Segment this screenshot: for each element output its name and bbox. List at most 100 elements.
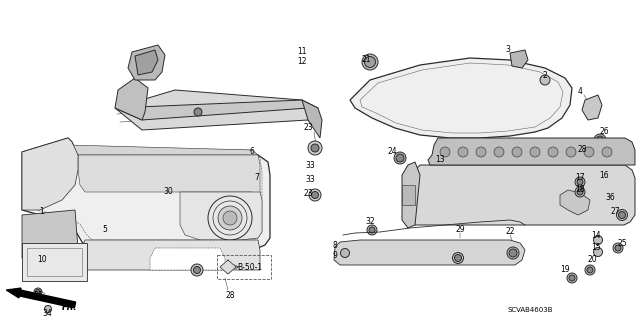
Text: 21: 21 [361,56,371,64]
Circle shape [440,147,450,157]
Circle shape [362,54,378,70]
Circle shape [369,227,375,233]
Circle shape [569,275,575,281]
Circle shape [35,290,40,294]
Polygon shape [402,162,420,228]
Circle shape [168,178,182,192]
Text: 27: 27 [610,207,620,217]
Text: 23: 23 [303,123,313,132]
Circle shape [311,144,319,152]
Text: 2: 2 [543,70,547,79]
Circle shape [584,147,594,157]
Polygon shape [350,58,572,138]
Text: 33: 33 [305,160,315,169]
Text: 11: 11 [297,48,307,56]
Circle shape [365,56,376,68]
Circle shape [45,306,51,313]
Text: 35: 35 [33,291,43,300]
Circle shape [312,191,319,198]
Polygon shape [115,100,308,120]
Circle shape [191,264,203,276]
Polygon shape [22,138,78,210]
Text: 4: 4 [577,87,582,97]
Circle shape [367,225,377,235]
Polygon shape [582,95,602,120]
Text: 10: 10 [37,256,47,264]
Text: B-50-1: B-50-1 [237,263,262,271]
Polygon shape [78,155,260,195]
Text: 18: 18 [575,186,585,195]
Circle shape [540,75,550,85]
Circle shape [452,253,463,263]
Text: 16: 16 [599,170,609,180]
Circle shape [585,265,595,275]
Text: 22: 22 [505,227,515,236]
Text: 28: 28 [577,145,587,154]
Circle shape [618,211,625,219]
Circle shape [458,147,468,157]
Bar [27,248,82,276]
Circle shape [602,147,612,157]
Polygon shape [402,185,415,205]
Circle shape [208,196,252,240]
Circle shape [394,152,406,164]
Circle shape [616,210,627,220]
Polygon shape [68,145,258,155]
Circle shape [454,255,461,262]
FancyArrow shape [6,288,76,308]
Circle shape [594,134,606,146]
Circle shape [615,245,621,251]
Text: 9: 9 [333,251,337,261]
Circle shape [573,148,587,162]
Text: 29: 29 [455,226,465,234]
Circle shape [396,154,404,162]
Text: 17: 17 [575,174,585,182]
Text: 36: 36 [605,194,615,203]
Polygon shape [510,50,528,68]
Polygon shape [334,240,525,265]
Text: 34: 34 [42,308,52,317]
Text: FR.: FR. [62,302,77,311]
Text: 13: 13 [435,155,445,165]
Circle shape [596,136,604,144]
Circle shape [593,248,602,256]
Circle shape [567,273,577,283]
Text: 19: 19 [560,265,570,275]
Polygon shape [82,240,260,270]
Text: 32: 32 [365,218,375,226]
Circle shape [494,147,504,157]
Circle shape [509,249,517,257]
Polygon shape [428,138,635,165]
Polygon shape [180,192,262,240]
Circle shape [512,147,522,157]
Text: 8: 8 [333,241,337,249]
Circle shape [193,266,200,273]
Polygon shape [22,138,270,248]
Circle shape [69,253,75,259]
Polygon shape [135,50,158,75]
Circle shape [613,243,623,253]
Text: SCVAB4603B: SCVAB4603B [508,307,553,313]
Circle shape [340,249,349,257]
Text: 33: 33 [305,175,315,184]
Text: 20: 20 [587,256,597,264]
Circle shape [577,189,583,195]
Polygon shape [22,210,78,258]
Text: 15: 15 [591,243,601,253]
Polygon shape [560,190,590,215]
Polygon shape [410,165,635,225]
Circle shape [587,267,593,273]
Circle shape [33,253,39,259]
Polygon shape [302,100,322,138]
Text: 24: 24 [387,147,397,157]
Circle shape [223,211,237,225]
Text: 6: 6 [250,147,255,157]
Polygon shape [115,78,148,120]
Polygon shape [150,248,225,270]
Polygon shape [128,45,165,80]
Text: 12: 12 [297,57,307,66]
Circle shape [507,247,519,259]
Text: 28: 28 [225,291,235,300]
Polygon shape [115,90,318,130]
Circle shape [593,235,602,244]
